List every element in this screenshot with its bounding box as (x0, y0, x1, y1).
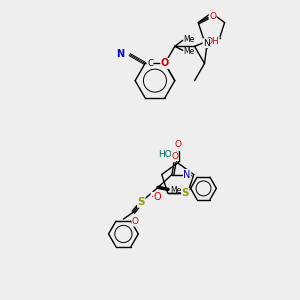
Text: HO: HO (158, 151, 172, 160)
Text: O: O (174, 140, 181, 149)
Text: O: O (132, 217, 139, 226)
Text: Me: Me (184, 47, 195, 56)
Text: Me: Me (170, 186, 181, 195)
Text: O: O (161, 58, 169, 68)
Text: S: S (182, 188, 189, 198)
Text: N: N (116, 49, 124, 58)
Text: OH: OH (206, 37, 219, 46)
Text: ·O: ·O (151, 192, 162, 202)
Text: Me: Me (184, 35, 195, 44)
Text: S: S (137, 197, 145, 207)
Text: O: O (209, 12, 216, 21)
Text: O: O (171, 152, 178, 160)
Text: C: C (147, 59, 153, 68)
Text: N: N (183, 169, 191, 179)
Text: N: N (203, 39, 210, 48)
